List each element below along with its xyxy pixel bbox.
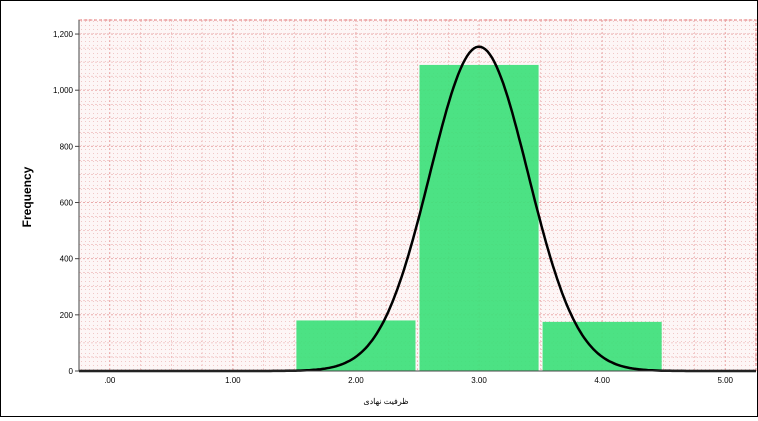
- x-tick-label: 3.00: [471, 376, 487, 385]
- y-tick-label: 400: [60, 255, 74, 264]
- x-tick-label: 1.00: [225, 376, 241, 385]
- y-tick-label: 1,200: [53, 30, 74, 39]
- x-tick-label: 2.00: [348, 376, 364, 385]
- y-tick-label: 600: [60, 199, 74, 208]
- x-axis-label: ظرفیت نهادی: [363, 397, 408, 406]
- x-tick-label: .00: [104, 376, 116, 385]
- y-axis-label: Frequency: [20, 166, 34, 227]
- histogram-bar: [296, 320, 416, 371]
- y-tick-label: 200: [60, 311, 74, 320]
- y-tick-label: 1,000: [53, 86, 74, 95]
- y-tick-labels: 0 200 400 600 800 1,000 1,200: [53, 30, 79, 376]
- y-tick-label: 0: [69, 367, 74, 376]
- axes: [78, 20, 756, 372]
- histogram-bar: [419, 64, 539, 371]
- x-tick-labels: .00 1.00 2.00 3.00 4.00 5.00: [104, 376, 733, 385]
- x-tick-label: 4.00: [594, 376, 610, 385]
- y-tick-label: 800: [60, 142, 74, 151]
- histogram-bar: [542, 321, 662, 371]
- bars: [296, 64, 662, 371]
- x-tick-label: 5.00: [717, 376, 733, 385]
